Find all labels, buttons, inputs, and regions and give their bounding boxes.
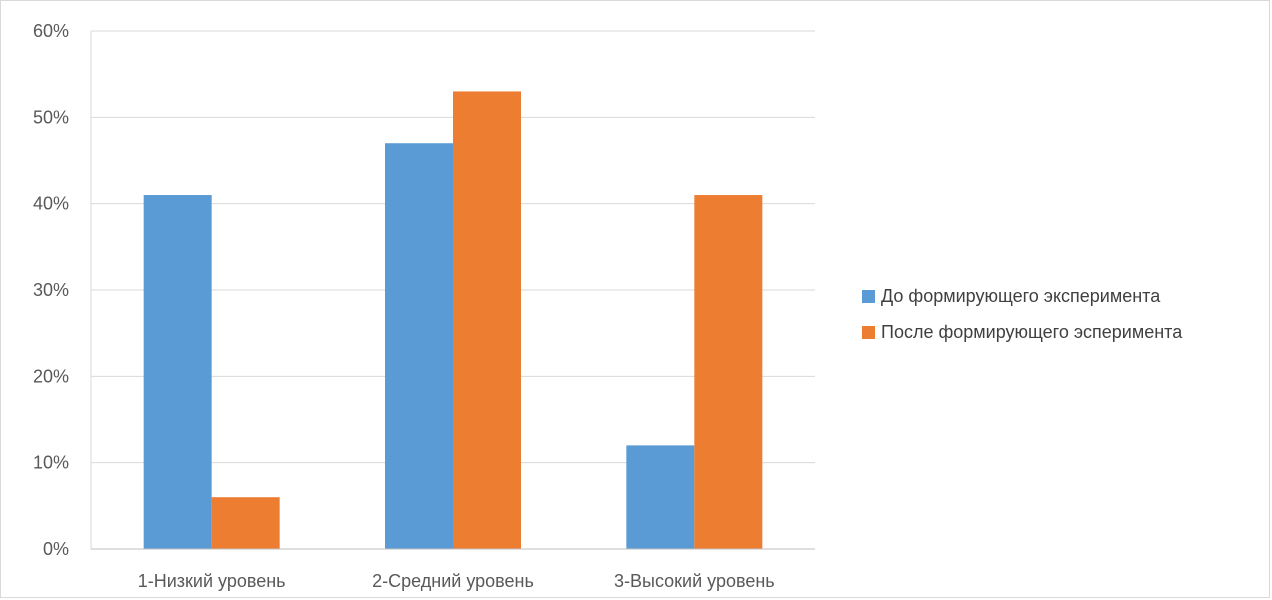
bar-series-2-cat-1 [211, 497, 280, 549]
y-tick-label: 20% [33, 366, 69, 386]
bar-series-1-cat-1 [143, 195, 212, 550]
y-tick-label: 0% [43, 539, 69, 559]
y-axis-tick-labels: 0% 10% 20% 30% 40% 50% 60% [33, 21, 69, 559]
x-tick-label: 1-Низкий уровень [138, 571, 286, 591]
x-tick-label: 3-Высокий уровень [614, 571, 775, 591]
bar-series-1-cat-3 [626, 445, 695, 549]
bar-series-2-cat-3 [694, 195, 763, 550]
legend-label-series-2: После формирующего эсперимента [881, 321, 1183, 342]
legend-swatch-series-2 [862, 325, 875, 339]
legend-item-series-1: До формирующего эксперимента [862, 278, 1182, 314]
legend-swatch-series-1 [862, 289, 875, 303]
y-tick-label: 50% [33, 107, 69, 127]
legend: До формирующего эксперимента После форми… [862, 278, 1182, 350]
legend-item-series-2: После формирующего эсперимента [862, 314, 1182, 350]
x-axis-tick-labels: 1-Низкий уровень 2-Средний уровень 3-Высок… [138, 571, 775, 591]
x-tick-label: 2-Средний уровень [372, 571, 534, 591]
y-tick-label: 30% [33, 280, 69, 300]
y-tick-label: 60% [33, 21, 69, 41]
y-tick-label: 10% [33, 453, 69, 473]
bars [143, 91, 763, 550]
y-tick-label: 40% [33, 194, 69, 214]
axes [90, 31, 815, 550]
bar-series-2-cat-2 [453, 91, 521, 549]
bar-series-1-cat-2 [385, 143, 453, 549]
legend-label-series-1: До формирующего эксперимента [881, 285, 1161, 306]
